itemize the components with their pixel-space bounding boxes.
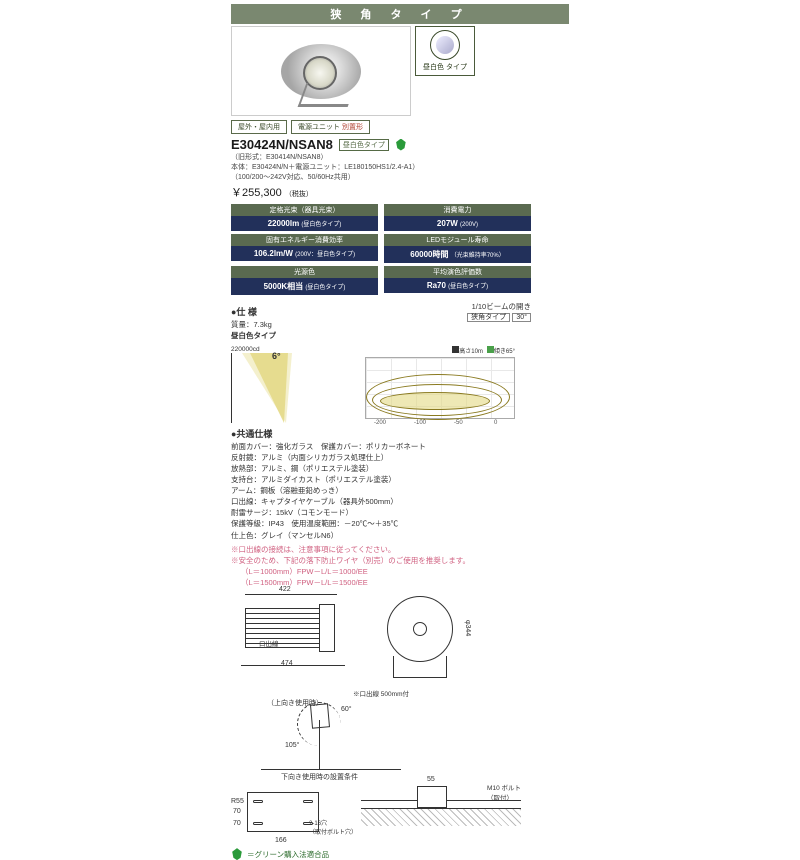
chart-footprint: -200-100-500	[365, 357, 515, 419]
dim-bottom-label: 474	[281, 660, 293, 667]
base-slot-note: 2-16穴 （取付ボルト穴）	[309, 818, 357, 836]
green-purchase-note: ＝グリーン購入法適合品	[231, 848, 569, 860]
spec-cell: LEDモジュール寿命60000時間 （光束維持率70%）	[384, 234, 531, 263]
spec-cell: 固有エネルギー消費効率106.2lm/W (200V：昼白色タイプ)	[231, 234, 378, 263]
spec-cell: 消費電力207W (200V)	[384, 204, 531, 231]
spec-value: 22000lm (昼白色タイプ)	[231, 216, 378, 231]
spec-section-title: ●仕 様	[231, 305, 272, 318]
angle-60: 60°	[341, 706, 352, 713]
beam-values: 狭角タイプ 30°	[467, 312, 531, 322]
spec-head: 固有エネルギー消費効率	[231, 234, 378, 246]
old-model: （旧形式：E30414N/NSAN8）	[231, 153, 569, 162]
pill-psu: 電源ユニット 別置形	[291, 120, 370, 134]
chart-legend: 高さ10m 傾き65°	[365, 346, 515, 355]
pill-location: 屋外・屋内用	[231, 120, 287, 134]
spec-sheet: 狭 角 タ イ プ 昼白色 タイプ 屋外・屋内用 電源ユニット 別置形 E304…	[225, 0, 575, 800]
spec-head: 平均演色評価数	[384, 266, 531, 278]
dim-top-label: 422	[279, 586, 291, 593]
base-radius: R55	[231, 798, 244, 805]
chart-color-label: 昼白色タイプ	[231, 331, 569, 341]
spec-value: 5000K相当 (昼白色タイプ)	[231, 278, 378, 295]
angle-105: 105°	[285, 742, 299, 749]
chart-row: 220000cd 6° 高さ10m 傾き65° -200-100-500	[231, 346, 569, 423]
common-spec-line: アーム：鋼板（溶融亜鉛めっき）	[231, 486, 569, 496]
common-spec-line: 反射鏡：アルミ（内面シリカガラス処理仕上）	[231, 453, 569, 463]
base-row: R55 70 70 166 2-16穴 （取付ボルト穴） 55 M10 ボルト …	[231, 782, 569, 842]
half-angle: 6°	[272, 351, 281, 361]
common-spec-line: 仕上色：グレイ（マンセルN6）	[231, 531, 569, 541]
spec-value: 60000時間 （光束維持率70%）	[384, 246, 531, 263]
base-h2: 70	[233, 820, 241, 827]
model-color-box: 昼白色タイプ	[339, 139, 389, 151]
price: ￥255,300 （税抜）	[231, 184, 569, 200]
leaf-icon	[395, 139, 407, 151]
common-spec-lines: 前面カバー：強化ガラス 保護カバー：ポリカーボネート反射鏡：アルミ（内面シリカガ…	[231, 442, 569, 541]
beam-label: 1/10ビームの開き	[467, 301, 531, 312]
iso-ellipse	[366, 374, 510, 420]
cable-arrow-label: 口出線	[259, 638, 279, 648]
model-number: E30424N/NSAN8	[231, 137, 333, 152]
voltage-note: （100/200～242V対応、50/60Hz共用）	[231, 173, 569, 182]
dim-side-view: 422 474 口出線	[231, 594, 371, 666]
color-type-badge: 昼白色 タイプ	[415, 26, 475, 76]
bolt-note: M10 ボルト （取付）	[487, 782, 521, 802]
spec-grid: 定格光束（器具光束）22000lm (昼白色タイプ)消費電力207W (200V…	[231, 204, 531, 295]
common-spec-line: 支持台：アルミダイカスト（ポリエステル塗装）	[231, 475, 569, 485]
base-plate-view: R55 70 70 166 2-16穴 （取付ボルト穴）	[231, 782, 351, 842]
base-width: 166	[275, 837, 287, 844]
common-spec-line: 前面カバー：強化ガラス 保護カバー：ポリカーボネート	[231, 442, 569, 452]
dim-diameter: φ344	[464, 620, 471, 636]
spec-value: 207W (200V)	[384, 216, 531, 231]
base-h1: 70	[233, 808, 241, 815]
cable-note: ※口出線 500mm付	[231, 688, 531, 698]
spec-cell: 定格光束（器具光束）22000lm (昼白色タイプ)	[231, 204, 378, 231]
spec-head: 定格光束（器具光束）	[231, 204, 378, 216]
chart-distribution-wrap: 220000cd 6°	[231, 346, 361, 423]
legend-item: 傾き65°	[487, 346, 515, 355]
model-row: E30424N/NSAN8 昼白色タイプ	[231, 137, 569, 152]
spec-cell: 光源色5000K相当 (昼白色タイプ)	[231, 266, 378, 295]
warning-2: ※安全のため、下記の落下防止ワイヤ（別売）のご使用を推奨します。	[231, 556, 569, 566]
spec-head: 消費電力	[384, 204, 531, 216]
chart-footprint-wrap: 高さ10m 傾き65° -200-100-500	[365, 346, 515, 419]
dim-front-view: φ344	[381, 594, 471, 682]
side-width: 55	[427, 776, 435, 783]
common-spec-title: ●共通仕様	[231, 427, 569, 440]
leaf-icon	[231, 848, 243, 860]
common-spec-line: 耐雷サージ：15kV（コモンモード）	[231, 508, 569, 518]
pill-row: 屋外・屋内用 電源ユニット 別置形	[231, 120, 569, 134]
set-contents: 本体：E30424N/N＋電源ユニット：LE180150HS1/2.4-A1）	[231, 163, 569, 172]
hero-row: 昼白色 タイプ	[231, 26, 569, 116]
spec-head: 光源色	[231, 266, 378, 278]
side-mount-view: 55 M10 ボルト （取付）	[361, 782, 521, 842]
warning-opt1: （L＝1000mm）FPW－L/L＝1000/EE	[231, 567, 569, 577]
dimension-row: 422 474 口出線 φ344	[231, 594, 569, 682]
header-bar: 狭 角 タ イ プ	[231, 4, 569, 24]
angle-up-note: （上向き使用時）	[267, 698, 323, 708]
common-spec-line: 放熱部：アルミ、鋼（ポリエステル塗装）	[231, 464, 569, 474]
common-spec-line: 保護等級：IP43 使用温度範囲：－20℃～＋35℃	[231, 519, 569, 529]
spec-head: LEDモジュール寿命	[384, 234, 531, 246]
mass: 質量：7.3kg	[231, 320, 272, 330]
chart-distribution: 6°	[231, 353, 361, 423]
spec-value: Ra70 (昼白色タイプ)	[384, 278, 531, 293]
chart-peak: 220000cd	[231, 346, 361, 353]
spec-title-row: ●仕 様 質量：7.3kg 1/10ビームの開き 狭角タイプ 30°	[231, 301, 531, 331]
angle-down-note: 下向き使用時の設置条件	[281, 772, 358, 782]
legend-item: 高さ10m	[452, 346, 483, 355]
product-image	[231, 26, 411, 116]
common-spec-line: 口出線：キャプタイヤケーブル（器具外500mm）	[231, 497, 569, 507]
warning-1: ※口出線の接続は、注意事項に従ってください。	[231, 545, 569, 555]
angle-diagram: （上向き使用時） 60° 105° 下向き使用時の設置条件	[261, 698, 401, 778]
spec-cell: 平均演色評価数Ra70 (昼白色タイプ)	[384, 266, 531, 295]
spec-value: 106.2lm/W (200V：昼白色タイプ)	[231, 246, 378, 261]
